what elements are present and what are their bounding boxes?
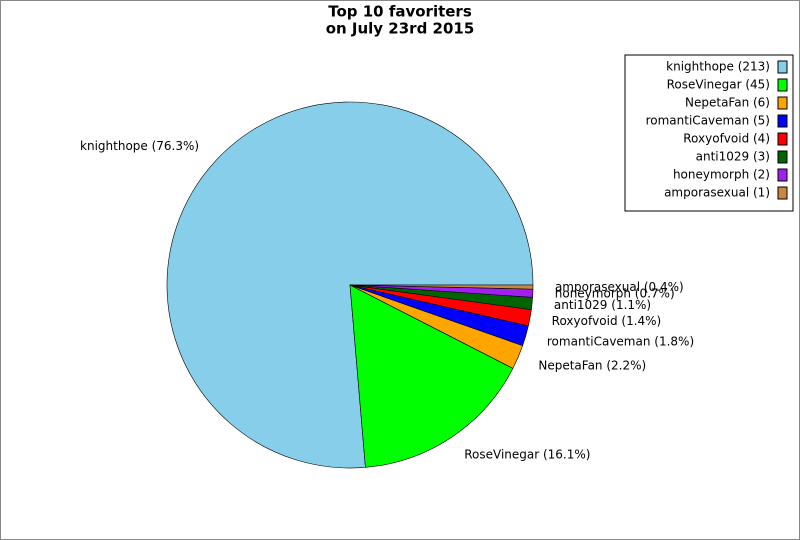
legend-swatch	[777, 78, 788, 92]
pie-slice	[349, 284, 514, 468]
slice-label: knighthope (76.3%)	[80, 139, 199, 153]
legend-swatch	[777, 150, 788, 164]
slice-label: NepetaFan (2.2%)	[538, 358, 646, 372]
slice-label: Roxyofvoid (1.4%)	[552, 314, 662, 328]
legend-swatch	[777, 60, 788, 74]
chart-title: on July 23rd 2015	[326, 20, 475, 38]
legend-swatch	[777, 132, 788, 146]
slice-label: romantiCaveman (1.8%)	[547, 334, 694, 348]
slice-label: amporasexual (0.4%)	[555, 280, 684, 294]
legend-box	[624, 54, 794, 212]
legend-label: amporasexual (1)	[664, 186, 770, 200]
pie-slice	[349, 284, 534, 290]
legend-swatch	[777, 114, 788, 128]
legend-swatch	[777, 96, 788, 110]
legend-label: anti1029 (3)	[696, 150, 770, 164]
legend-label: NepetaFan (6)	[685, 96, 770, 110]
legend-label: Roxyofvoid (4)	[683, 132, 770, 146]
legend-label: honeymorph (2)	[673, 168, 770, 182]
legend-label: RoseVinegar (45)	[667, 78, 770, 92]
slice-label: RoseVinegar (16.1%)	[464, 448, 590, 462]
pie-slice	[166, 101, 534, 469]
slice-label: honeymorph (0.7%)	[555, 287, 675, 301]
slice-label: anti1029 (1.1%)	[554, 298, 651, 312]
legend-swatch	[777, 168, 788, 182]
legend-swatch	[777, 186, 788, 200]
legend-label: romantiCaveman (5)	[646, 114, 770, 128]
chart-title: Top 10 favoriters	[328, 3, 472, 21]
legend-label: knighthope (213)	[666, 60, 770, 74]
